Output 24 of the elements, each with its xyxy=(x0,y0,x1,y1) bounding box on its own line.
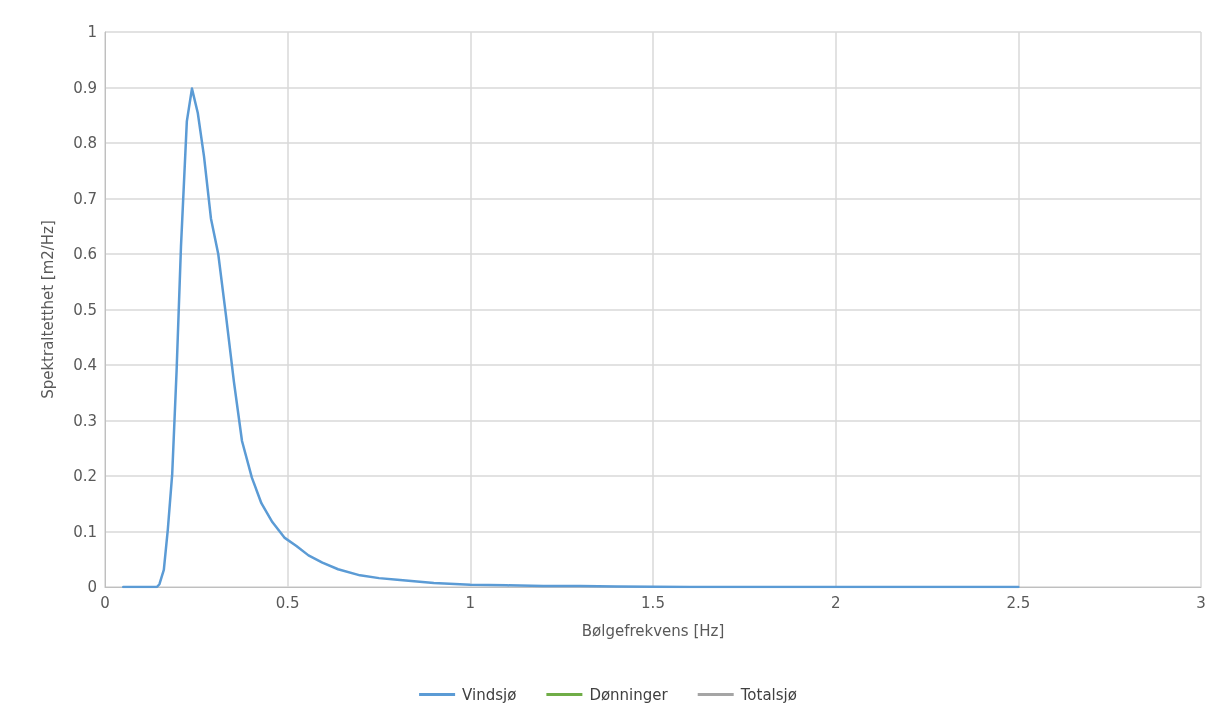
y-tick-label: 0.8 xyxy=(73,134,97,152)
y-tick-label: 0.5 xyxy=(73,300,97,319)
x-axis-title: Bølgefrekvens [Hz] xyxy=(581,621,725,640)
x-tick-label: 2.5 xyxy=(1006,593,1031,612)
x-tick-label: 1 xyxy=(465,593,476,612)
y-axis-title: Spektraltetthet [m2/Hz] xyxy=(38,220,57,399)
legend-label: Dønninger xyxy=(589,685,669,704)
y-tick-label: 0.1 xyxy=(73,522,97,541)
x-tick-label: 0 xyxy=(100,593,110,612)
x-tick-label: 1.5 xyxy=(641,593,665,612)
x-tick-label: 2 xyxy=(830,593,841,612)
x-tick-label: 0.5 xyxy=(275,593,300,612)
y-tick-label: 0.9 xyxy=(73,78,97,97)
legend-label: Vindsjø xyxy=(462,685,517,704)
y-tick-label: 0.4 xyxy=(73,356,97,374)
legend-label: Totalsjø xyxy=(739,685,797,704)
y-tick-label: 1 xyxy=(87,23,97,41)
x-tick-label: 3 xyxy=(1196,593,1206,612)
y-tick-label: 0.7 xyxy=(73,189,97,208)
y-tick-label: 0.6 xyxy=(73,245,97,263)
y-tick-label: 0.2 xyxy=(73,467,97,485)
y-tick-label: 0.3 xyxy=(73,411,97,430)
line-series xyxy=(122,87,1020,589)
y-tick-label: 0 xyxy=(87,578,97,596)
